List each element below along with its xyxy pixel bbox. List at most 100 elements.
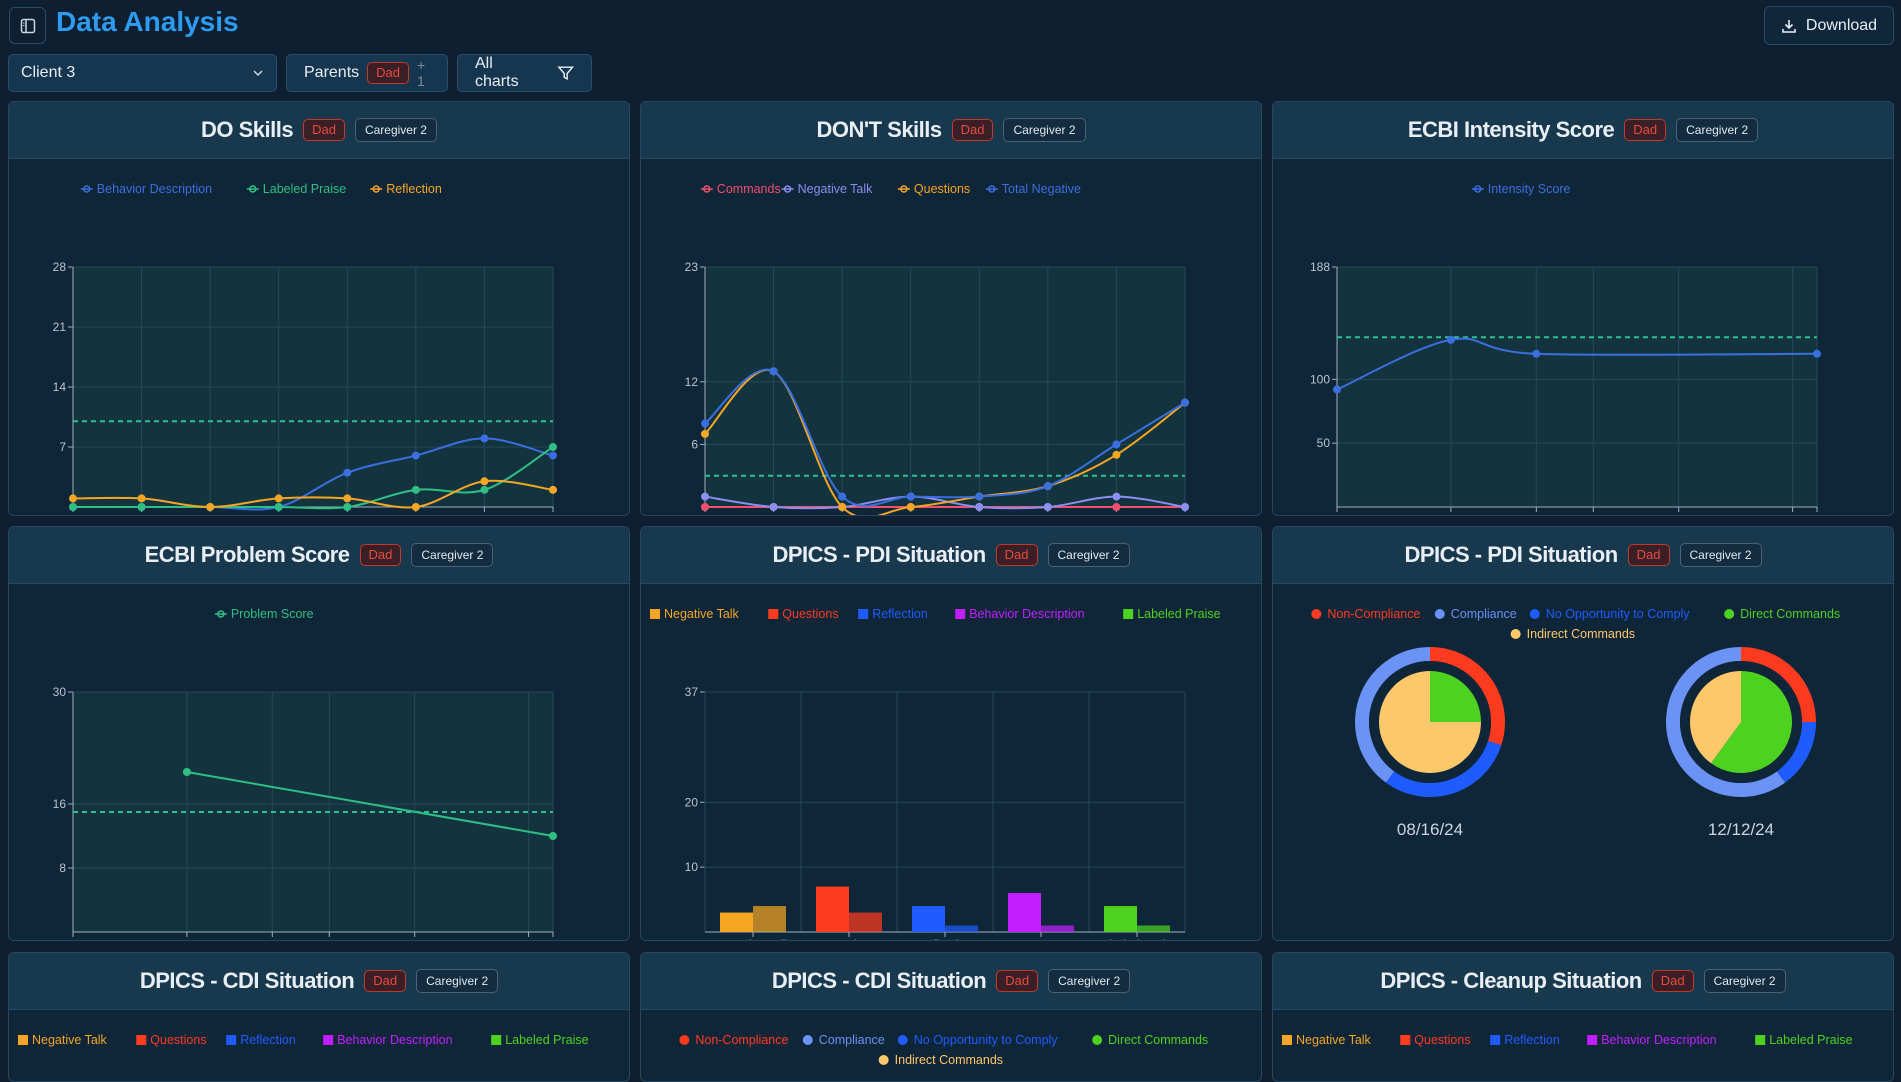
download-button[interactable]: Download: [1764, 6, 1894, 45]
data-point[interactable]: [480, 477, 489, 486]
bar[interactable]: [1104, 906, 1137, 932]
pie-slice[interactable]: [1355, 647, 1430, 783]
legend-item[interactable]: Non-Compliance: [679, 1033, 788, 1047]
data-point[interactable]: [906, 492, 915, 501]
bar[interactable]: [720, 912, 753, 932]
data-point[interactable]: [838, 492, 847, 501]
legend-item[interactable]: No Opportunity to Comply: [1529, 607, 1691, 621]
pie-slice[interactable]: [1690, 671, 1741, 764]
legend-item[interactable]: Reflection: [858, 607, 928, 621]
data-point[interactable]: [701, 492, 709, 501]
legend-item[interactable]: Questions: [136, 1033, 207, 1047]
legend-item[interactable]: Behavior Description: [323, 1033, 453, 1047]
legend-item[interactable]: Negative Talk: [650, 607, 740, 621]
legend-item[interactable]: Behavior Description: [80, 182, 212, 196]
legend-item[interactable]: Questions: [1400, 1033, 1471, 1047]
data-point[interactable]: [1813, 349, 1821, 358]
legend-item[interactable]: Compliance: [802, 1033, 885, 1047]
pie-slice[interactable]: [1430, 647, 1505, 746]
data-point[interactable]: [1333, 385, 1341, 394]
legend-item[interactable]: Labeled Praise: [246, 182, 346, 196]
data-point[interactable]: [769, 367, 778, 376]
data-point[interactable]: [975, 503, 984, 511]
data-point[interactable]: [906, 503, 915, 511]
bar[interactable]: [753, 906, 786, 932]
data-point[interactable]: [137, 503, 146, 511]
data-point[interactable]: [975, 492, 984, 501]
data-point[interactable]: [343, 494, 352, 503]
legend-item[interactable]: Reflection: [226, 1033, 296, 1047]
legend-item[interactable]: No Opportunity to Comply: [897, 1033, 1059, 1047]
client-select[interactable]: Client 3: [8, 54, 277, 92]
legend-item[interactable]: Behavior Description: [955, 607, 1085, 621]
data-point[interactable]: [549, 443, 557, 451]
legend-item[interactable]: Negative Talk: [18, 1033, 108, 1047]
data-point[interactable]: [1181, 503, 1189, 511]
data-point[interactable]: [343, 503, 352, 511]
data-point[interactable]: [1043, 503, 1052, 511]
data-point[interactable]: [137, 494, 146, 503]
data-point[interactable]: [480, 434, 489, 443]
data-point[interactable]: [182, 768, 191, 776]
data-point[interactable]: [1043, 482, 1052, 491]
data-point[interactable]: [1446, 335, 1455, 344]
data-point[interactable]: [274, 494, 283, 503]
legend-item[interactable]: Reflection: [370, 182, 442, 196]
legend-item[interactable]: Commands: [700, 182, 781, 196]
data-point[interactable]: [1112, 492, 1121, 501]
data-point[interactable]: [343, 468, 352, 477]
data-point[interactable]: [1181, 398, 1189, 407]
pie-slice[interactable]: [1741, 647, 1816, 722]
pie-slice[interactable]: [1776, 722, 1816, 783]
legend-item[interactable]: Behavior Description: [1587, 1033, 1717, 1047]
data-point[interactable]: [69, 494, 77, 503]
data-point[interactable]: [701, 419, 709, 428]
charts-filter-button[interactable]: All charts: [457, 54, 592, 92]
pie-slice[interactable]: [1666, 647, 1786, 797]
bar[interactable]: [849, 912, 882, 932]
legend-item[interactable]: Compliance: [1434, 607, 1517, 621]
data-point[interactable]: [411, 485, 420, 494]
bar[interactable]: [1137, 925, 1170, 932]
data-point[interactable]: [769, 503, 778, 511]
data-point[interactable]: [411, 503, 420, 511]
bar[interactable]: [912, 906, 945, 932]
data-point[interactable]: [1112, 503, 1121, 511]
legend-item[interactable]: Labeled Praise: [1755, 1033, 1853, 1047]
legend-item[interactable]: Labeled Praise: [491, 1033, 589, 1047]
data-point[interactable]: [549, 485, 557, 494]
legend-item[interactable]: Reflection: [1490, 1033, 1560, 1047]
pie-slice[interactable]: [1379, 671, 1481, 773]
data-point[interactable]: [838, 503, 847, 511]
pie-slice[interactable]: [1385, 740, 1502, 797]
bar[interactable]: [816, 886, 849, 932]
data-point[interactable]: [701, 503, 709, 511]
legend-item[interactable]: Direct Commands: [1724, 607, 1840, 621]
data-point[interactable]: [480, 485, 489, 494]
legend-item[interactable]: Indirect Commands: [1510, 627, 1635, 641]
data-point[interactable]: [274, 503, 283, 511]
legend-item[interactable]: Intensity Score: [1471, 182, 1571, 196]
bar[interactable]: [1041, 925, 1074, 932]
data-point[interactable]: [411, 451, 420, 460]
bar[interactable]: [945, 925, 978, 932]
data-point[interactable]: [549, 451, 557, 460]
data-point[interactable]: [1112, 440, 1121, 449]
bar[interactable]: [1008, 893, 1041, 932]
pie-slice[interactable]: [1430, 671, 1481, 722]
legend-item[interactable]: Negative Talk: [1282, 1033, 1372, 1047]
data-point[interactable]: [701, 429, 709, 438]
data-point[interactable]: [206, 503, 215, 511]
legend-item[interactable]: Problem Score: [214, 607, 314, 621]
legend-item[interactable]: Direct Commands: [1092, 1033, 1208, 1047]
sidebar-toggle-button[interactable]: [9, 7, 46, 44]
data-point[interactable]: [1532, 349, 1541, 358]
legend-item[interactable]: Non-Compliance: [1311, 607, 1420, 621]
legend-item[interactable]: Negative Talk: [781, 182, 874, 196]
parents-filter-button[interactable]: Parents Dad + 1: [286, 54, 448, 92]
legend-item[interactable]: Indirect Commands: [878, 1053, 1003, 1067]
legend-item[interactable]: Labeled Praise: [1123, 607, 1221, 621]
pie-slice[interactable]: [1711, 671, 1792, 773]
legend-item[interactable]: Total Negative: [985, 182, 1081, 196]
legend-item[interactable]: Questions: [897, 182, 970, 196]
